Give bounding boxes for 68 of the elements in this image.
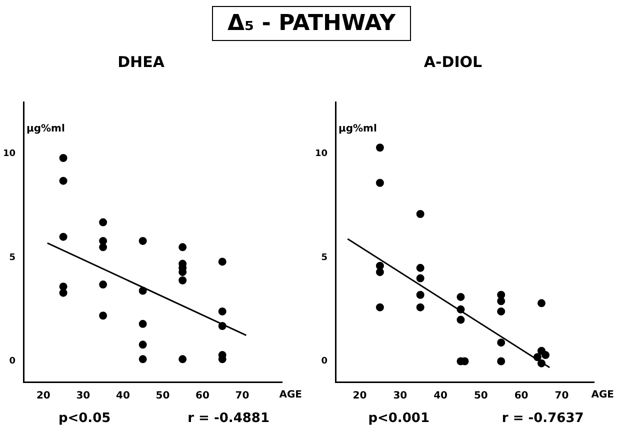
point [218, 322, 226, 330]
point [138, 340, 147, 349]
point [376, 303, 384, 312]
point [497, 357, 506, 366]
point [178, 276, 187, 284]
point [138, 236, 147, 245]
point [376, 268, 384, 276]
point [178, 355, 187, 364]
point [416, 210, 424, 218]
point [376, 178, 384, 187]
point [59, 176, 68, 185]
chart-title: DHEA [118, 52, 165, 71]
y-axis-title: µg%ml [26, 123, 65, 134]
point [99, 280, 108, 289]
x-tick-label: 30 [393, 390, 408, 402]
x-tick-label: 70 [235, 390, 250, 402]
point [497, 307, 506, 316]
point [376, 144, 384, 152]
point [537, 299, 546, 308]
x-tick-label: 50 [474, 390, 488, 402]
y-tick-label: 10 [314, 149, 328, 160]
y-tick-label: 0 [9, 356, 16, 367]
text: Δ₅ - PATHWAY [212, 6, 411, 41]
point [456, 316, 465, 324]
point [99, 243, 108, 252]
point [537, 359, 546, 368]
y-tick-label: 10 [2, 149, 16, 160]
point [218, 307, 226, 316]
point [138, 286, 147, 295]
point [138, 320, 147, 328]
point [138, 355, 147, 364]
x-tick-label: 40 [116, 390, 130, 402]
text: p<0.001 [368, 411, 430, 426]
point [456, 292, 465, 301]
point [533, 353, 542, 362]
y-tick-label: 0 [321, 356, 328, 367]
y-axis-title: µg%ml [338, 123, 377, 134]
x-tick-label: 50 [156, 390, 170, 402]
x-tick-label: 20 [352, 390, 367, 402]
point [59, 154, 68, 162]
chart-title: A-DIOL [424, 52, 483, 71]
point [218, 258, 226, 266]
x-tick-label: 60 [514, 390, 528, 402]
text: r = -0.4881 [188, 411, 270, 426]
y-tick-label: 5 [321, 252, 328, 263]
point [497, 297, 506, 306]
text: p<0.05 [58, 411, 111, 426]
point [416, 290, 424, 299]
point [178, 243, 187, 252]
x-tick-label: 70 [554, 390, 569, 402]
point [99, 312, 108, 320]
point [497, 338, 506, 347]
point [542, 351, 550, 360]
x-tick-label: 20 [36, 390, 50, 402]
point [99, 218, 108, 226]
x-tick-label: 40 [434, 390, 448, 402]
point [59, 232, 68, 241]
point [416, 274, 424, 282]
text: r = -0.7637 [502, 411, 584, 426]
x-axis-title: AGE [279, 390, 302, 401]
point [456, 305, 465, 314]
x-tick-label: 60 [196, 390, 210, 402]
point [416, 303, 424, 312]
point [59, 288, 68, 297]
x-tick-label: 30 [76, 390, 90, 402]
point [416, 264, 424, 272]
x-axis-title: AGE [591, 390, 614, 401]
y-tick-label: 5 [9, 252, 16, 263]
